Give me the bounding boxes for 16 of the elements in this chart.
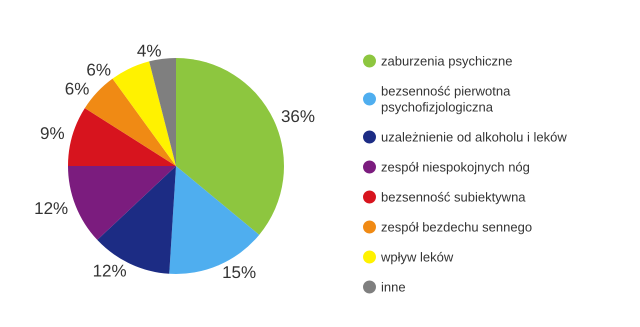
data-label: 15% [222, 262, 256, 282]
legend-label: bezsenność pierwotna psychofizjologiczna [381, 84, 514, 114]
data-label: 6% [64, 79, 90, 98]
legend-label: bezsenność subiektywna [381, 190, 526, 204]
data-label: 4% [136, 41, 162, 60]
data-label: 9% [40, 124, 65, 144]
data-label: 12% [92, 261, 127, 280]
legend-label: zespół bezdechu sennego [381, 220, 532, 234]
legend-label: zaburzenia psychiczne [381, 54, 513, 68]
data-label: 36% [280, 107, 315, 126]
legend-label: inne [381, 280, 406, 294]
legend-label: wpływ leków [380, 250, 454, 264]
legend-label: uzależnienie od alkoholu i leków [381, 130, 568, 144]
data-label: 12% [34, 199, 68, 218]
legend-label: zespół niespokojnych nóg [381, 160, 530, 174]
data-label: 6% [86, 60, 112, 80]
